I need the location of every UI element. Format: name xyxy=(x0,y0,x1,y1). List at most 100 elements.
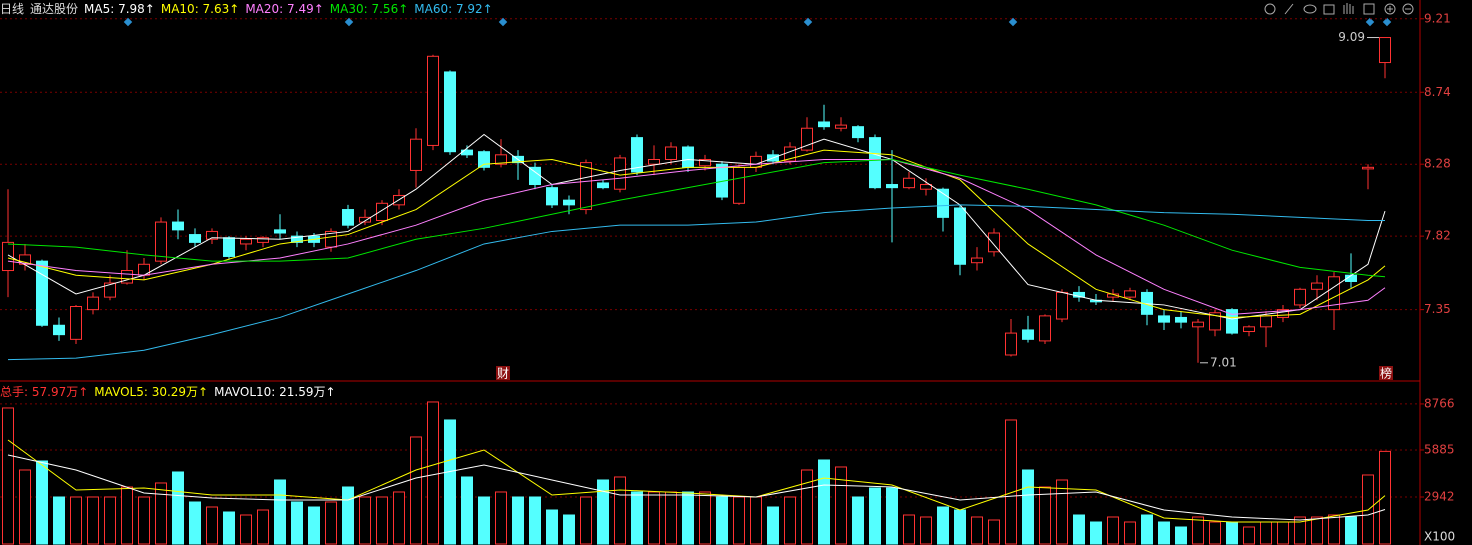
candle-body xyxy=(1124,290,1136,298)
ma-legend: MA30: 7.56↑ xyxy=(329,2,409,16)
y-tick-label: 7.82 xyxy=(1424,229,1451,243)
volume-bar xyxy=(1294,516,1306,545)
volume-bar xyxy=(512,496,524,545)
volume-bar xyxy=(53,496,65,545)
volume-bar xyxy=(1039,486,1051,545)
candle-body xyxy=(53,324,65,336)
volume-bar xyxy=(274,479,286,545)
candle-body xyxy=(359,216,371,223)
volume-bar xyxy=(172,471,184,545)
hand-icon[interactable] xyxy=(1343,3,1354,14)
volume-bar xyxy=(359,496,371,545)
ma-line xyxy=(7,454,1386,521)
candle-body xyxy=(121,270,133,284)
ma-legend: MA5: 7.98↑ xyxy=(84,2,155,16)
volume-bar xyxy=(393,491,405,545)
candle-body xyxy=(580,162,592,211)
marker[interactable]: 榜 xyxy=(1380,366,1392,381)
candle-body xyxy=(172,221,184,231)
volume-bar xyxy=(1243,526,1255,545)
candle-body xyxy=(495,154,507,165)
candle-body xyxy=(410,138,422,171)
candle-body xyxy=(206,230,218,240)
candle-body xyxy=(1243,326,1255,333)
volume-bar xyxy=(19,469,31,545)
volume-bar xyxy=(223,511,235,545)
volume-unit-label: X100 xyxy=(1424,530,1455,544)
marker-box xyxy=(496,366,510,380)
volume-bar xyxy=(1260,521,1272,545)
candle-body xyxy=(1022,329,1034,340)
candle-body xyxy=(1209,312,1221,331)
candle-body xyxy=(1379,37,1391,64)
volume-bar xyxy=(937,506,949,545)
volume-bar xyxy=(1158,521,1170,545)
candle-body xyxy=(291,235,303,243)
candle-body xyxy=(1039,315,1051,342)
candle-body xyxy=(920,184,932,190)
candle-body xyxy=(274,229,286,234)
volume-bar xyxy=(342,486,354,545)
volume-bar xyxy=(869,487,881,545)
candle-body xyxy=(1192,321,1204,328)
candle-body xyxy=(1294,288,1306,306)
volume-bar xyxy=(648,491,660,545)
ma-line xyxy=(7,439,1386,523)
candle-body xyxy=(1260,315,1272,328)
ma-line xyxy=(7,133,1386,320)
y-tick-label: 5885 xyxy=(1424,442,1455,456)
volume-bar xyxy=(580,496,592,545)
volume-bar xyxy=(206,506,218,545)
volume-bar xyxy=(852,496,864,545)
candle-body xyxy=(223,237,235,257)
volume-bar xyxy=(257,509,269,545)
view-icon[interactable] xyxy=(1303,4,1317,14)
volume-bar xyxy=(104,496,116,545)
candle-body xyxy=(563,199,575,206)
candle-body xyxy=(1226,309,1238,334)
diamond[interactable] xyxy=(498,17,508,27)
volume-bar xyxy=(376,496,388,545)
draw-icon[interactable] xyxy=(1284,3,1294,15)
store-icon[interactable] xyxy=(1323,4,1335,15)
diamond[interactable] xyxy=(344,17,354,27)
volume-bar xyxy=(325,501,337,545)
volume-bar xyxy=(733,496,745,545)
candle-body xyxy=(87,296,99,311)
volume-bar xyxy=(1056,479,1068,545)
volume-bar xyxy=(529,496,541,545)
period[interactable]: 日线 xyxy=(0,2,25,16)
volume-bar xyxy=(767,506,779,545)
marker[interactable]: 财 xyxy=(497,367,509,381)
volume-bar xyxy=(1022,469,1034,545)
window-icon[interactable] xyxy=(1363,3,1375,15)
candle-body xyxy=(937,188,949,218)
candle-body xyxy=(665,146,677,161)
volume-bar xyxy=(1209,521,1221,545)
volume-bar xyxy=(835,466,847,545)
zoom-out-icon[interactable] xyxy=(1402,3,1414,15)
candle-body xyxy=(852,126,864,139)
volume-bar xyxy=(699,491,711,545)
volume-header: 总手: 57.97万↑ MAVOL5: 30.29万↑ MAVOL10: 21.5… xyxy=(0,383,336,401)
candle-body xyxy=(1277,309,1289,318)
candle-body xyxy=(189,234,201,243)
volume-bar xyxy=(631,491,643,545)
candle-body xyxy=(835,124,847,129)
candle-body xyxy=(1311,282,1323,290)
ma-legend: MA10: 7.63↑ xyxy=(160,2,240,16)
volume-bar xyxy=(597,479,609,545)
volume-bar xyxy=(240,514,252,545)
volume-bar xyxy=(614,476,626,545)
zoom-in-icon[interactable] xyxy=(1384,3,1396,15)
high-annotation: 9.09 xyxy=(1338,30,1365,44)
volume-bar xyxy=(121,486,133,545)
candle-body xyxy=(801,127,813,151)
toolbar-icons xyxy=(1264,3,1414,15)
candle-body xyxy=(1158,315,1170,323)
settings-icon[interactable] xyxy=(1264,3,1276,15)
candle-body xyxy=(2,241,14,272)
candle-body xyxy=(971,257,983,264)
zoom-in-plus xyxy=(1387,6,1393,12)
